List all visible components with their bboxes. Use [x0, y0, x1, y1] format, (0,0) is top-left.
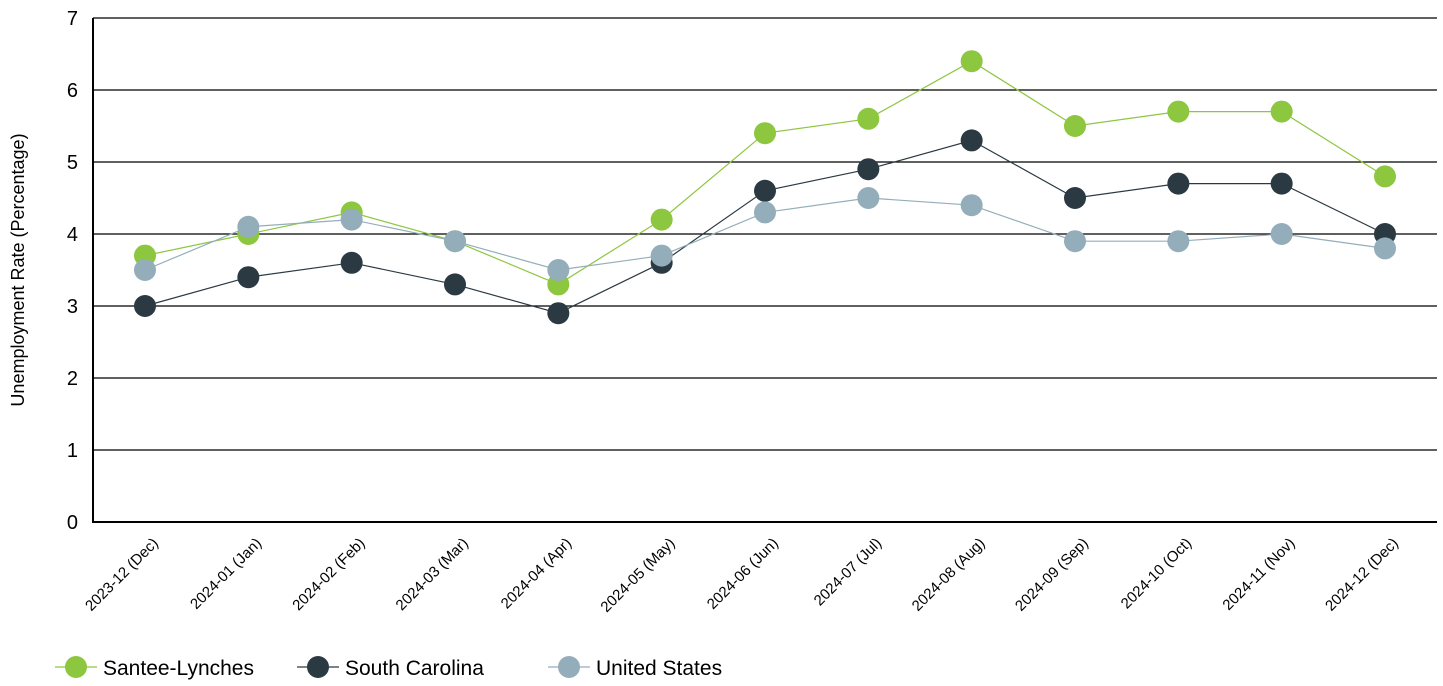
data-point — [1374, 165, 1396, 188]
data-point — [237, 266, 260, 289]
x-tick-label: 2024-01 (Jan) — [187, 535, 265, 613]
data-point — [1270, 172, 1293, 195]
y-tick-label: 5 — [67, 152, 78, 174]
x-tick-label: 2024-12 (Dec) — [1322, 535, 1402, 615]
data-point — [444, 273, 466, 296]
data-point — [754, 122, 776, 145]
legend-label: South Carolina — [345, 657, 484, 680]
data-point — [960, 129, 983, 152]
data-point — [134, 295, 156, 317]
series-south-carolina — [134, 129, 1396, 325]
data-point — [134, 259, 156, 281]
x-tick-label: 2024-02 (Feb) — [289, 535, 368, 614]
data-point — [444, 230, 466, 253]
x-tick-label: 2024-09 (Sep) — [1012, 535, 1092, 615]
y-axis-ticks: 0 1 2 3 4 5 6 7 — [67, 8, 78, 534]
data-point — [547, 302, 570, 325]
legend-label: United States — [596, 657, 722, 680]
data-point — [857, 158, 880, 181]
y-tick-label: 0 — [67, 512, 78, 534]
series-group — [134, 50, 1396, 325]
x-tick-label: 2023-12 (Dec) — [82, 535, 162, 615]
x-tick-label: 2024-10 (Oct) — [1118, 535, 1195, 612]
data-point — [754, 201, 776, 224]
data-point — [1167, 230, 1190, 253]
data-point — [960, 194, 983, 217]
legend-item: Santee-Lynches — [55, 656, 254, 680]
x-tick-label: 2024-08 (Aug) — [909, 535, 989, 615]
data-point — [754, 179, 776, 202]
data-point — [340, 251, 363, 274]
data-point — [1064, 230, 1086, 253]
series-united-states — [134, 187, 1396, 281]
data-point — [1167, 100, 1190, 123]
data-point — [650, 244, 673, 267]
y-tick-label: 3 — [67, 296, 78, 318]
legend-marker — [65, 656, 87, 678]
x-axis-ticks: 2023-12 (Dec) 2024-01 (Jan) 2024-02 (Feb) 2… — [82, 535, 1402, 616]
y-axis-label: Unemployment Rate (Percentage) — [8, 133, 28, 406]
x-tick-label: 2024-05 (May) — [597, 535, 678, 616]
legend: Santee-Lynches South Carolina United State… — [55, 656, 722, 680]
y-tick-label: 2 — [67, 368, 78, 390]
x-tick-label: 2024-04 (Apr) — [498, 535, 575, 612]
data-point — [237, 215, 260, 238]
data-point — [1270, 223, 1293, 245]
legend-label: Santee-Lynches — [103, 657, 254, 680]
legend-item: South Carolina — [297, 656, 484, 680]
x-tick-label: 2024-11 (Nov) — [1219, 535, 1298, 614]
axes — [92, 18, 1437, 523]
data-point — [650, 208, 673, 231]
x-tick-label: 2024-07 (Jul) — [811, 535, 886, 610]
data-point — [547, 259, 570, 281]
legend-item: United States — [548, 656, 722, 680]
y-tick-label: 6 — [67, 80, 78, 102]
y-tick-label: 1 — [67, 440, 78, 462]
data-point — [1270, 100, 1293, 123]
data-point — [1374, 237, 1396, 260]
data-point — [857, 187, 880, 209]
legend-marker — [558, 656, 580, 678]
data-point — [857, 107, 880, 130]
x-tick-label: 2024-03 (Mar) — [393, 535, 472, 614]
data-point — [1064, 115, 1086, 137]
data-point — [1064, 187, 1086, 209]
legend-marker — [307, 656, 329, 678]
gridlines — [93, 17, 1437, 451]
x-tick-label: 2024-06 (Jun) — [704, 535, 782, 613]
y-tick-label: 7 — [67, 8, 78, 30]
data-point — [1167, 172, 1190, 195]
series-santee-lynches — [134, 50, 1396, 296]
y-tick-label: 4 — [67, 224, 78, 246]
data-point — [340, 208, 363, 231]
data-point — [960, 50, 983, 73]
series-line — [144, 139, 1386, 314]
series-line — [144, 60, 1386, 286]
